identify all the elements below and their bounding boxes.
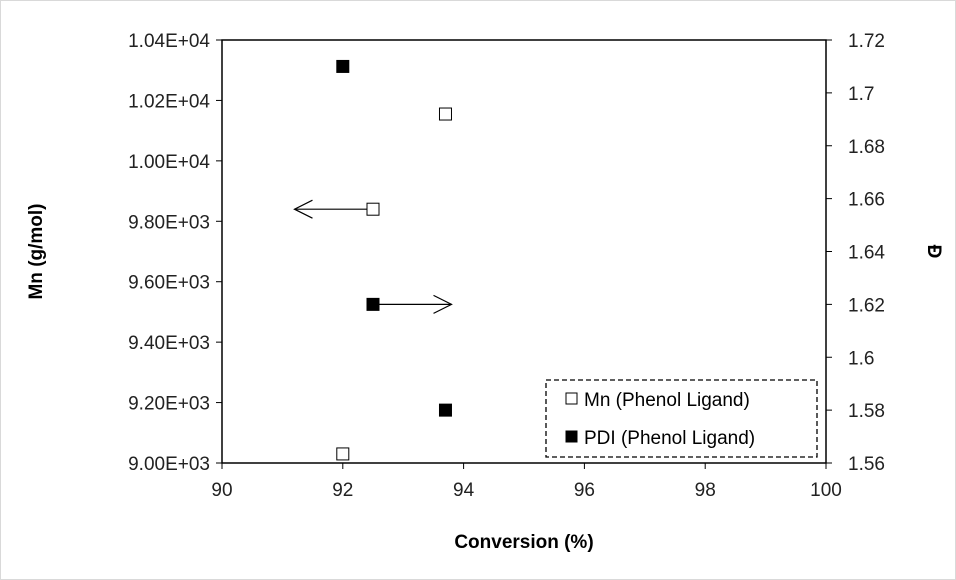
x-axis-title: Conversion (%) [454, 532, 593, 553]
y-tick-label: 9.00E+03 [128, 454, 210, 475]
pdi-point [336, 59, 350, 73]
pdi-point [366, 297, 380, 311]
mn-point [366, 202, 380, 216]
x-tick-label: 100 [810, 480, 842, 501]
y2-tick-label: 1.6 [848, 348, 874, 369]
y2-tick-label: 1.56 [848, 454, 885, 475]
pdi-point [438, 403, 452, 417]
legend-box [545, 379, 818, 458]
mn-point [438, 107, 452, 121]
y2-tick-label: 1.68 [848, 137, 885, 158]
data-marks [336, 59, 452, 461]
y-tick-label: 1.04E+04 [128, 31, 210, 52]
legend: Mn (Phenol Ligand) PDI (Phenol Ligand) [545, 379, 818, 458]
legend-label-mn: Mn (Phenol Ligand) [584, 390, 750, 411]
x-tick-label: 94 [453, 480, 475, 501]
y-tick-label: 9.80E+03 [128, 212, 210, 233]
y2-tick-label: 1.7 [848, 84, 874, 105]
y-tick-label: 9.40E+03 [128, 333, 210, 354]
y-axis-title: Mn (g/mol) [26, 203, 47, 299]
x-tick-label: 90 [211, 480, 232, 501]
annotation-arrows [293, 199, 453, 314]
y2-tick-label: 1.62 [848, 295, 885, 316]
y2-tick-label: 1.66 [848, 190, 885, 211]
arrow-right-head [433, 294, 453, 314]
x-tick-label: 96 [574, 480, 595, 501]
ticks: 90 92 94 96 98 100 9.00E+03 9.20E+03 9.40E+03 9.6… [128, 31, 885, 501]
y-tick-label: 9.20E+03 [128, 394, 210, 415]
legend-marker-pdi [565, 430, 578, 443]
y-tick-label: 1.00E+04 [128, 152, 210, 173]
legend-label-pdi: PDI (Phenol Ligand) [584, 428, 755, 449]
x-tick-label: 92 [332, 480, 353, 501]
y-tick-label: 9.60E+03 [128, 273, 210, 294]
y2-tick-label: 1.64 [848, 243, 885, 264]
y-tick-label: 1.02E+04 [128, 91, 210, 112]
y2-axis-title: Đ [923, 245, 944, 259]
x-tick-label: 98 [695, 480, 716, 501]
y2-tick-label: 1.72 [848, 31, 885, 52]
legend-marker-mn [565, 392, 578, 405]
arrow-left-head [293, 199, 313, 219]
mn-point [336, 447, 350, 461]
y2-tick-label: 1.58 [848, 401, 885, 422]
